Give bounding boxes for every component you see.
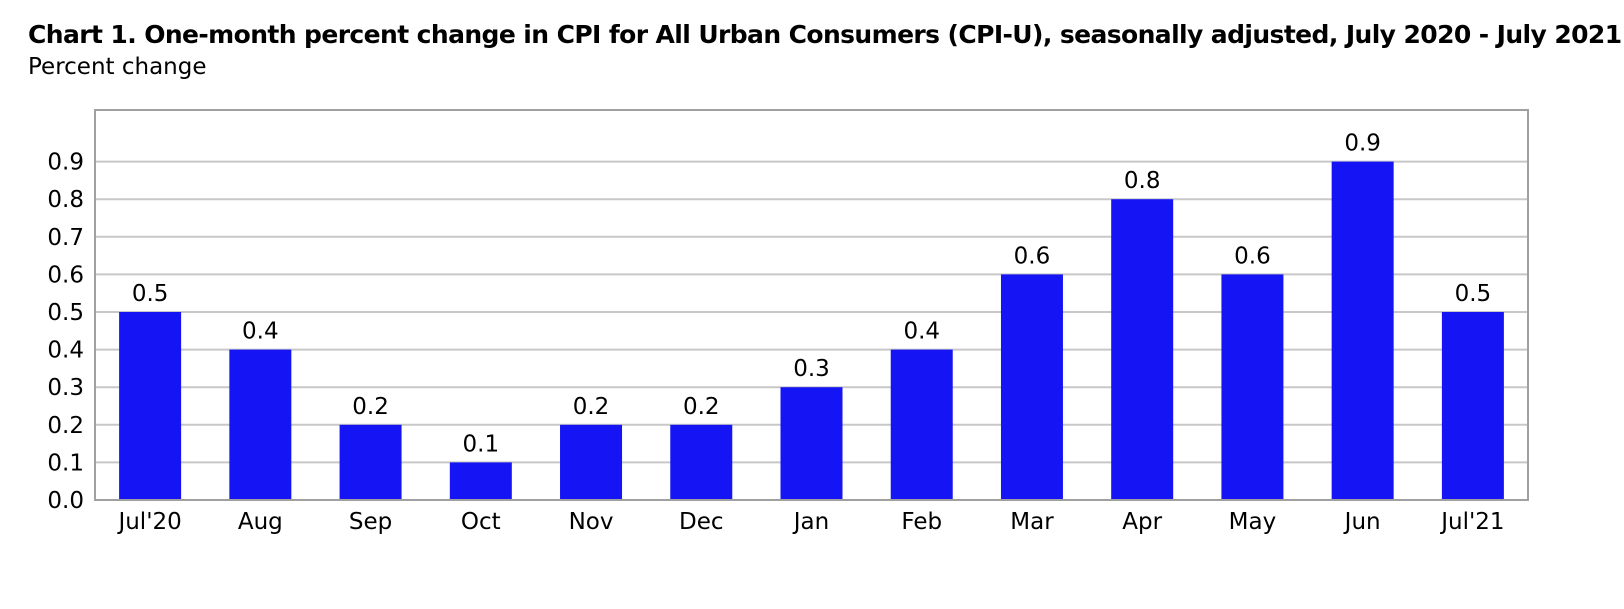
data-label: 0.4 <box>903 319 940 345</box>
data-label-background <box>1230 242 1275 269</box>
data-label: 0.2 <box>683 394 720 420</box>
y-tick-label: 0.6 <box>47 262 84 288</box>
y-tick-label: 0.9 <box>47 150 84 176</box>
x-tick-label: Oct <box>461 509 501 535</box>
data-label-background <box>679 392 724 419</box>
x-tick-labels: Jul'20 Aug Sep Oct Nov Dec Jan Feb Mar Apr May Jun J… <box>116 509 1504 535</box>
data-label-background <box>238 317 283 344</box>
x-tick-label: Sep <box>349 509 392 535</box>
x-tick-label: Mar <box>1010 509 1054 535</box>
y-tick-label: 0.4 <box>47 338 84 364</box>
data-label: 0.5 <box>132 281 169 307</box>
x-tick-label: May <box>1229 509 1277 535</box>
data-label: 0.9 <box>1344 131 1381 157</box>
bar <box>449 462 512 500</box>
bar <box>1331 161 1394 500</box>
chart-title: Chart 1. One-month percent change in CPI… <box>28 20 1622 49</box>
data-label-background <box>569 392 614 419</box>
x-tick-label: Dec <box>679 509 724 535</box>
data-label: 0.1 <box>463 431 500 457</box>
y-axis-label: Percent change <box>28 54 207 80</box>
y-tick-label: 0.3 <box>47 375 84 401</box>
data-label: 0.6 <box>1014 243 1051 269</box>
y-tick-label: 0.2 <box>47 413 84 439</box>
data-label-background <box>128 280 173 306</box>
y-tick-label: 0.1 <box>47 450 84 476</box>
x-tick-label: Feb <box>901 509 942 535</box>
bar <box>890 349 953 500</box>
data-label-background <box>899 317 944 344</box>
bar <box>560 424 623 500</box>
data-label: 0.5 <box>1455 281 1492 307</box>
bar <box>780 387 843 500</box>
bar <box>1000 274 1063 500</box>
x-tick-label: Aug <box>238 509 283 535</box>
data-label: 0.3 <box>793 356 830 382</box>
bar <box>1441 312 1504 500</box>
y-tick-label: 0.7 <box>47 225 84 251</box>
data-label-background <box>1120 167 1165 194</box>
bar <box>1111 199 1174 500</box>
data-labels: 0.5 0.4 0.2 0.1 0.2 0.2 0.3 0.4 0.6 0.8 0.6 0.9 0.5 <box>128 129 1495 457</box>
bar <box>670 424 733 500</box>
x-tick-label: Nov <box>569 509 614 535</box>
data-label-background <box>458 430 503 457</box>
plot-frame <box>94 109 1529 501</box>
y-tick-label: 0.0 <box>47 488 84 514</box>
bar <box>229 349 292 500</box>
data-label-background <box>1009 242 1054 269</box>
data-label-background <box>348 392 393 419</box>
x-tick-label: Jul'21 <box>1439 509 1504 535</box>
bar <box>1221 274 1284 500</box>
data-label-background <box>1340 129 1385 156</box>
bar <box>119 312 182 500</box>
y-tick-label: 0.8 <box>47 187 84 213</box>
bars <box>119 161 1504 500</box>
data-label: 0.2 <box>352 394 389 420</box>
data-label: 0.2 <box>573 394 610 420</box>
bar <box>339 424 402 500</box>
x-tick-label: Jan <box>792 509 829 535</box>
data-label: 0.4 <box>242 319 279 345</box>
y-tick-labels: 0.0 0.1 0.2 0.3 0.4 0.5 0.6 0.7 0.8 0.9 <box>47 150 84 514</box>
x-tick-label: Jun <box>1343 509 1381 535</box>
y-tick-label: 0.5 <box>47 300 84 326</box>
data-label-background <box>1450 280 1495 306</box>
data-label: 0.6 <box>1234 243 1271 269</box>
x-tick-label: Apr <box>1122 509 1162 535</box>
data-label-background <box>789 355 834 382</box>
x-tick-label: Jul'20 <box>116 509 181 535</box>
data-label: 0.8 <box>1124 168 1161 194</box>
